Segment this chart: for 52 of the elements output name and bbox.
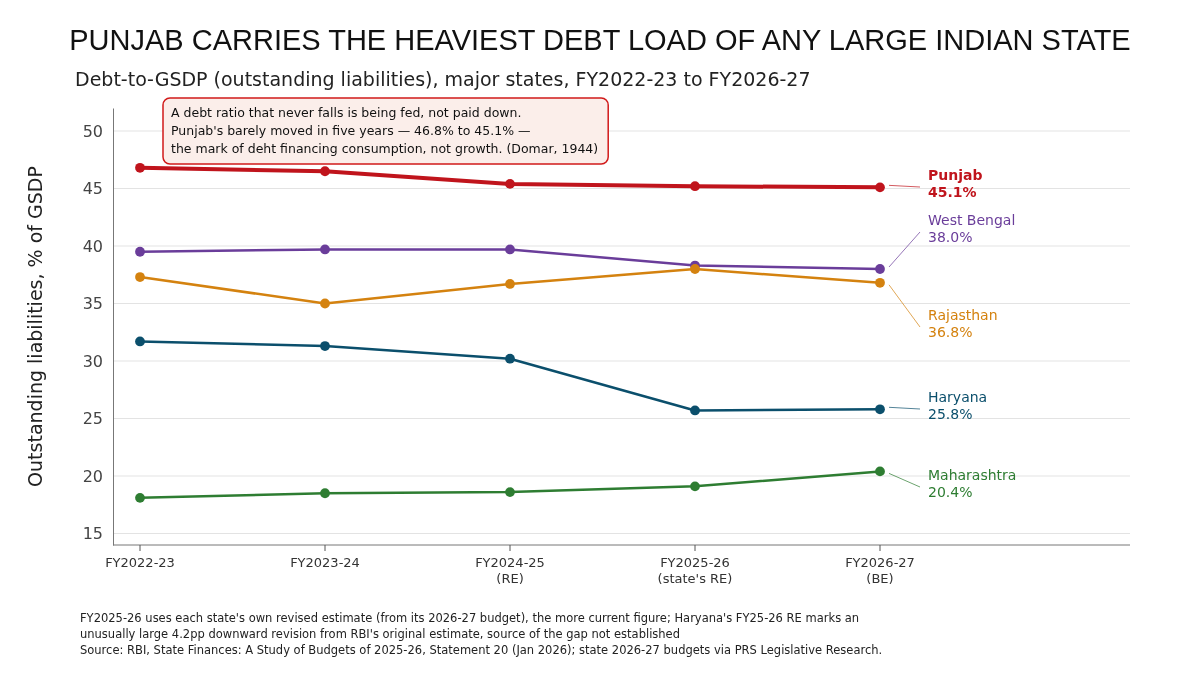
y-tick-label: 45 xyxy=(82,179,103,199)
y-tick-label: 40 xyxy=(82,236,103,256)
point xyxy=(505,487,515,497)
text: FY2025-26 uses each state's own revised estimate (from its 2026-27 budget), the more current figure; Haryana's FY25-26 RE marks an unusually large 4.2pp downward revision from RBI's original estimate, source of the gap not established Source: RBI, State Finances: A Study of Budgets of 2025-26, Statement 20 (Jan 2026); state 2026-27 budgets via PRS Legislative Research. xyxy=(80,611,883,657)
point xyxy=(135,492,145,503)
data-label: 25.8% xyxy=(928,406,973,422)
point xyxy=(320,488,330,499)
y-tick-label: 35 xyxy=(82,294,103,314)
y-tick-label: 25 xyxy=(82,409,103,429)
point xyxy=(875,182,885,193)
point xyxy=(505,244,515,255)
point xyxy=(875,466,885,477)
chart-title: PUNJAB CARRIES THE HEAVIEST DEBT LOAD OF ANY LARGE INDIAN STATE xyxy=(69,24,1131,56)
text: Rajasthan xyxy=(928,307,998,323)
chart-subtitle: Debt-to-GSDP (outstanding liabilities), major states, FY2022-23 to FY2026-27 xyxy=(75,68,811,90)
data-label: 20.4% xyxy=(928,484,973,500)
point xyxy=(320,298,330,309)
point xyxy=(875,277,885,288)
x-tick-label: FY2023-24 xyxy=(290,555,360,570)
point xyxy=(875,404,885,415)
point xyxy=(690,405,700,416)
point xyxy=(135,246,145,257)
point xyxy=(135,272,145,282)
point xyxy=(690,481,700,492)
point xyxy=(320,166,330,177)
point xyxy=(135,336,145,347)
y-axis-title: Outstanding liabilities, % of GSDP xyxy=(24,166,46,487)
point xyxy=(690,264,700,274)
data-label: 38.0% xyxy=(928,229,973,245)
x-tick-label: FY2025-26 (state's RE) xyxy=(657,555,733,586)
text: Maharashtra xyxy=(928,467,1017,483)
y-tick-label: 50 xyxy=(82,121,103,141)
y-tick-label: 15 xyxy=(82,524,103,544)
point xyxy=(505,179,515,189)
y-tick-label: 20 xyxy=(82,466,103,486)
x-tick-label: FY2024-25 (RE) xyxy=(475,555,545,586)
annotation: A debt ratio that never falls is being fed, not paid down. Punjab's barely moved in five years — 46.8% to 45.1% — the mark of deht financing consumption, not growth. (Domar, 1944) xyxy=(171,105,599,156)
data-label: 45.1% xyxy=(928,184,977,200)
point xyxy=(875,264,885,274)
x-tick-label: FY2026-27 (BE) xyxy=(845,555,915,586)
data-label: 36.8% xyxy=(928,324,973,340)
point xyxy=(690,181,700,192)
point xyxy=(320,341,330,351)
y-tick-label: 30 xyxy=(82,351,103,371)
point xyxy=(135,162,145,173)
point xyxy=(505,353,515,364)
point xyxy=(505,279,515,289)
x-tick-label: FY2022-23 xyxy=(105,555,175,570)
text: West Bengal xyxy=(928,212,1016,228)
text: Punjab xyxy=(928,167,983,183)
point xyxy=(320,244,330,255)
text: Haryana xyxy=(928,389,988,405)
